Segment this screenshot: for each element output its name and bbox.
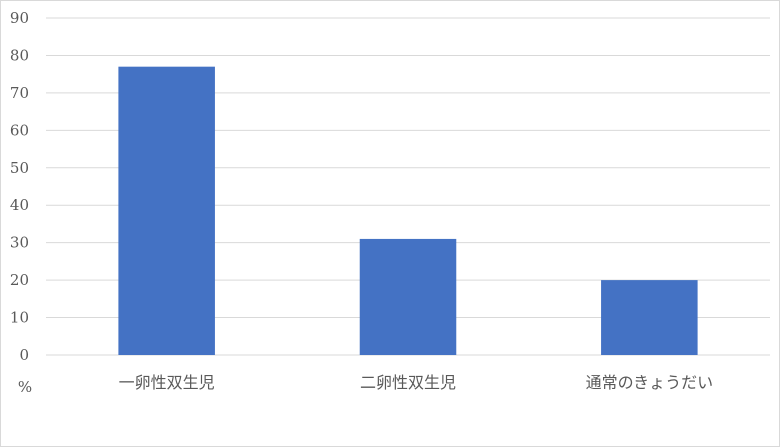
bar	[359, 238, 457, 355]
y-tick-label: 30	[10, 234, 29, 252]
y-tick-label: 10	[10, 309, 29, 327]
bar	[601, 280, 698, 355]
y-tick-label: 60	[10, 121, 29, 139]
y-tick-label: 0	[19, 346, 29, 364]
x-category-label: 通常のきょうだい	[586, 373, 714, 392]
y-tick-label: 20	[10, 271, 29, 289]
bar	[118, 66, 215, 355]
x-category-label: 二卵性双生児	[360, 373, 456, 392]
y-axis-unit-label: %	[18, 378, 32, 396]
x-category-label: 一卵性双生児	[119, 373, 215, 392]
y-tick-label: 80	[10, 46, 29, 64]
y-tick-label: 40	[10, 196, 29, 214]
y-tick-label: 90	[10, 9, 29, 27]
y-tick-label: 50	[10, 159, 29, 177]
y-tick-label: 70	[10, 84, 29, 102]
